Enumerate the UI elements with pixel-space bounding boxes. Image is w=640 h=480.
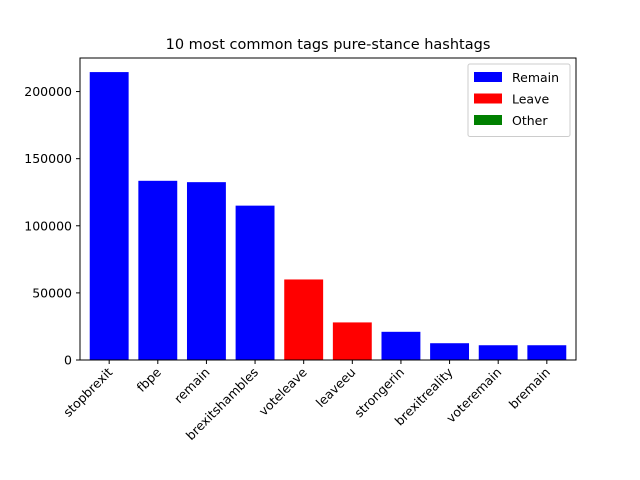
x-tick-label: leaveeu [313,365,359,411]
legend-swatch-leave [474,93,502,104]
bar-voteleave [284,279,324,360]
bar-brexitshambles [235,205,275,360]
legend-label-leave: Leave [512,92,549,107]
x-tick-label: fbpe [134,364,165,395]
legend-label-remain: Remain [512,70,559,85]
bar-fbpe [138,180,178,360]
bar-leaveeu [332,322,372,360]
bar-bremain [527,345,567,360]
y-tick-label: 100000 [24,218,72,233]
legend-label-other: Other [512,113,548,128]
axes-frame [79,57,577,361]
y-tick-label: 150000 [24,151,72,166]
bar-voteremain [478,345,518,360]
legend-swatch-other [474,115,502,125]
bar-remain [186,182,226,360]
bar-brexitreality [430,343,470,360]
x-tick-label: voteleave [256,364,310,418]
bar-stopbrexit [89,72,129,360]
y-tick-label: 200000 [24,84,72,99]
y-tick-label: 50000 [32,285,72,300]
x-tick-label: remain [171,365,213,407]
x-tick-label: stopbrexit [60,364,115,419]
legend-swatch-remain [474,72,502,82]
legend: Remain Leave Other [467,63,571,137]
y-tick-label: 0 [64,353,72,368]
chart-title: 10 most common tags pure-stance hashtags [166,37,491,53]
bar-strongerin [381,331,421,360]
x-tick-label: bremain [506,365,553,412]
